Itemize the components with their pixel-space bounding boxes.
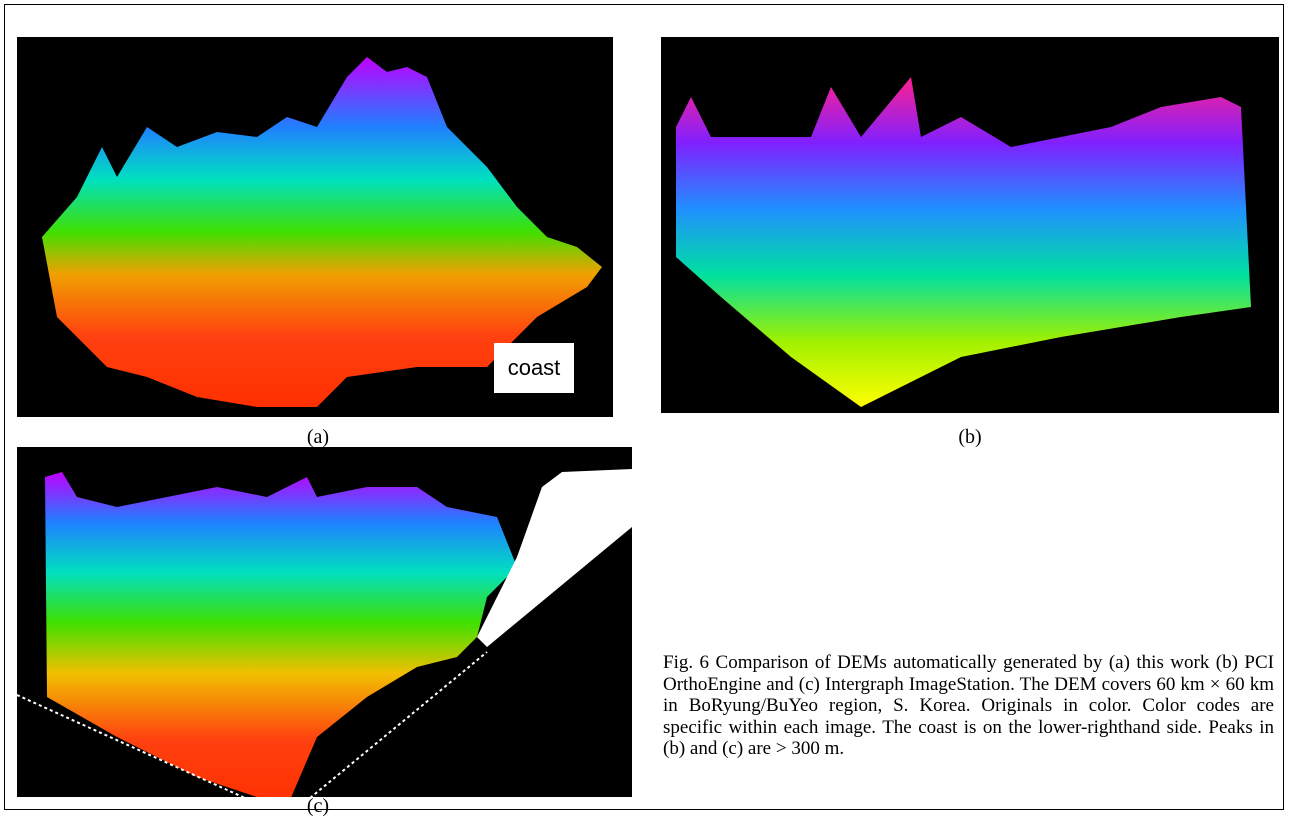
- figure-frame: [4, 4, 1284, 810]
- annotation: coast: [494, 343, 574, 393]
- dem-image-c: [17, 447, 632, 797]
- figure-caption: Fig. 6 Comparison of DEMs automatically …: [663, 652, 1274, 759]
- panel-label: (a): [306, 426, 330, 448]
- panel-label: (c): [306, 795, 330, 817]
- panel-label: (b): [958, 426, 982, 448]
- dem-image-b: [661, 37, 1279, 413]
